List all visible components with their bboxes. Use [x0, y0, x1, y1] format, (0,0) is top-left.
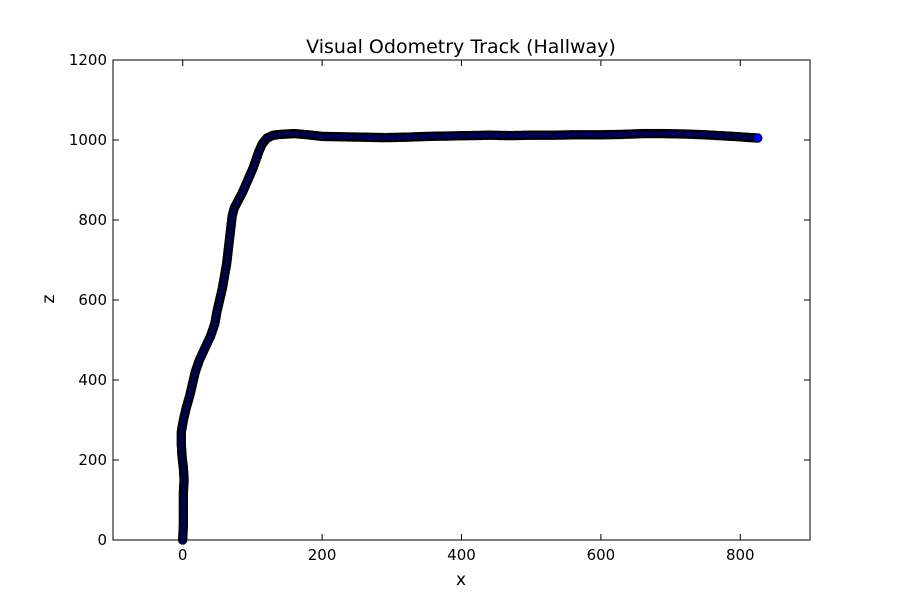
y-tick-label: 600	[78, 291, 107, 309]
x-tick-label: 0	[178, 546, 188, 564]
track-point	[753, 133, 763, 143]
y-tick-label: 1200	[69, 51, 107, 69]
chart-title: Visual Odometry Track (Hallway)	[306, 36, 616, 58]
x-tick-label: 200	[308, 546, 337, 564]
y-tick-label: 400	[78, 371, 107, 389]
x-axis-title: x	[456, 570, 466, 590]
y-tick-label: 800	[78, 211, 107, 229]
y-axis-title: z	[39, 294, 59, 303]
y-tick-label: 0	[97, 531, 107, 549]
track-series	[176, 128, 763, 545]
y-tick-label: 1000	[69, 131, 107, 149]
x-tick-label: 400	[447, 546, 476, 564]
x-tick-label: 600	[587, 546, 616, 564]
x-tick-label: 800	[726, 546, 755, 564]
axis-ticks: 0 200 400 600 800 0 200 400 600 800 1000 1200	[69, 51, 810, 564]
y-tick-label: 200	[78, 451, 107, 469]
